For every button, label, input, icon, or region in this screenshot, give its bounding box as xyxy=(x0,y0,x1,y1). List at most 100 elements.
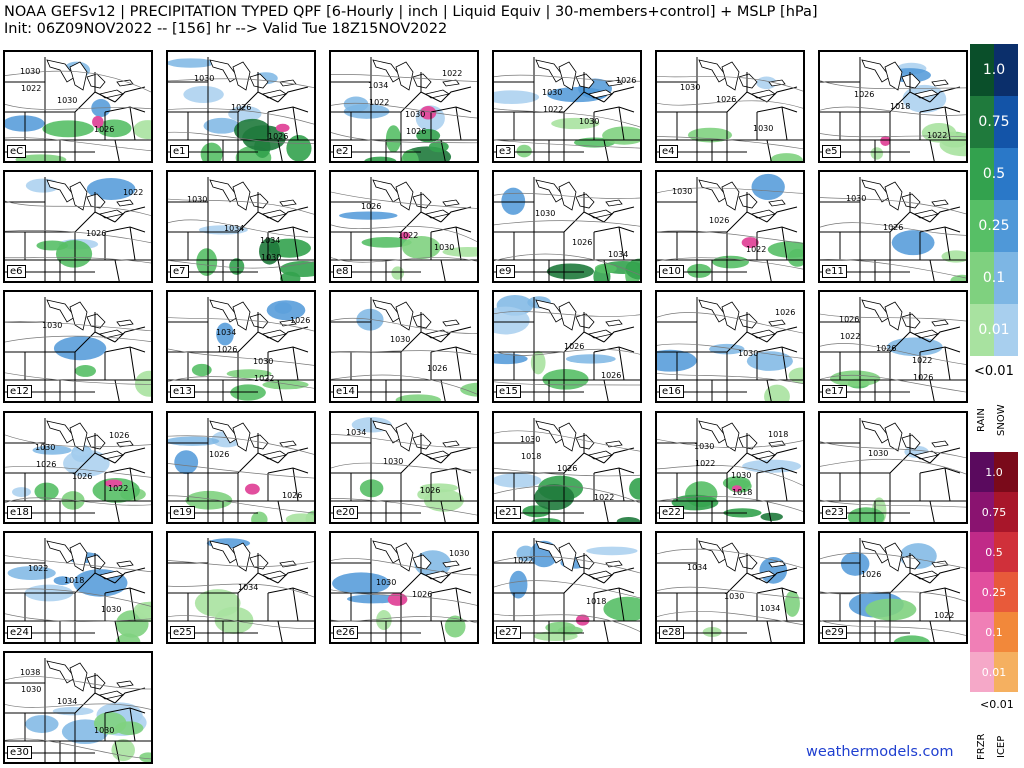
pressure-label: 1030 xyxy=(376,578,396,587)
isobar xyxy=(331,132,477,144)
ensemble-panel-eC[interactable]: 1030 1030 1026 1022 eC xyxy=(3,50,153,163)
ensemble-panel-e28[interactable]: 1034 1034 1030 e28 xyxy=(655,530,805,644)
ensemble-panel-e11[interactable]: 1030 1026 e11 xyxy=(818,170,968,284)
ensemble-panel-e3[interactable]: 1030 1030 1026 1022 e3 xyxy=(492,50,642,163)
ensemble-panel-e1[interactable]: 1030 1026 1026 e1 xyxy=(166,50,316,163)
isobar xyxy=(494,555,640,574)
rain-area xyxy=(200,142,223,161)
credit-link[interactable]: weathermodels.com xyxy=(806,744,954,760)
pressure-label: 1026 xyxy=(427,364,447,373)
rain-area xyxy=(760,512,783,521)
state-border xyxy=(766,620,772,642)
ensemble-panel-e4[interactable]: 1026 1030 1030 e4 xyxy=(655,50,805,163)
rain-area xyxy=(534,483,575,510)
ensemble-panel-e16[interactable]: 1030 1026 e16 xyxy=(655,290,805,404)
ensemble-panel-e12[interactable]: 1030 e12 xyxy=(3,290,153,404)
state-border xyxy=(277,86,309,103)
state-border xyxy=(781,227,788,261)
ensemble-panel-e14[interactable]: 1030 1026 e14 xyxy=(329,290,479,404)
ensemble-panel-e17[interactable]: 1022 1026 1026 1026 1022 e17 xyxy=(818,290,968,404)
ensemble-panel-e9[interactable]: 1034 1030 1026 e9 xyxy=(492,170,642,284)
ensemble-panel-e23[interactable]: 1030 e23 xyxy=(818,410,968,524)
state-border xyxy=(5,537,46,564)
legend-value: 0.01 xyxy=(978,322,1010,338)
snow-area xyxy=(494,90,540,104)
mixed-precip-area xyxy=(92,115,104,129)
isobar xyxy=(331,257,477,263)
ensemble-panel-e21[interactable]: 1030 1026 1022 1018 e21 xyxy=(492,410,642,524)
map-e20: 1034 1030 1026 xyxy=(331,416,477,522)
state-border xyxy=(277,260,283,282)
pressure-label: 1030 xyxy=(449,549,469,558)
isobar xyxy=(820,80,966,90)
ensemble-panel-e29[interactable]: 1022 1026 e29 xyxy=(818,530,968,644)
legend-value: 0.1 xyxy=(982,270,1006,286)
rain-area xyxy=(133,120,151,140)
member-label: e20 xyxy=(333,505,358,519)
member-label: e23 xyxy=(822,505,847,519)
state-border xyxy=(781,347,788,381)
ensemble-panel-e19[interactable]: 1026 1026 e19 xyxy=(166,410,316,524)
rain-area xyxy=(97,119,132,138)
ensemble-panel-e27[interactable]: 1018 1022 e27 xyxy=(492,530,642,644)
state-border xyxy=(929,380,935,402)
state-border xyxy=(603,260,609,282)
isobar xyxy=(657,438,803,448)
map-e6: 1026 1022 xyxy=(5,177,151,282)
ensemble-panel-grid: 1030 1030 1026 1022 eC 1030 1026 1026 e1 1034 1030… xyxy=(3,50,968,764)
ensemble-panel-e7[interactable]: 1034 1030 1034 1030 e7 xyxy=(166,170,316,284)
rain-area xyxy=(376,609,392,630)
pressure-label: 1026 xyxy=(217,345,237,354)
ensemble-panel-e26[interactable]: 1026 1030 1030 e26 xyxy=(329,530,479,644)
snow-area xyxy=(891,230,935,256)
isobar xyxy=(168,219,314,238)
ensemble-panel-e13[interactable]: 1034 1030 1026 1026 1022 e13 xyxy=(166,290,316,404)
rain-area xyxy=(764,384,790,402)
isobar xyxy=(657,136,803,150)
state-border xyxy=(657,57,698,83)
snow-area xyxy=(32,445,72,455)
ensemble-panel-e20[interactable]: 1034 1030 1026 e20 xyxy=(329,410,479,524)
rain-area xyxy=(545,621,576,634)
snow-area xyxy=(494,472,542,488)
state-border xyxy=(129,347,136,381)
pressure-label: 1022 xyxy=(746,245,766,254)
ensemble-panel-e24[interactable]: 1018 1030 1022 e24 xyxy=(3,530,153,644)
ensemble-panel-e30[interactable]: 1038 1034 1030 1030 e30 xyxy=(3,651,153,764)
state-border xyxy=(129,106,136,141)
ensemble-panel-e25[interactable]: 1034 e25 xyxy=(166,530,316,644)
state-border xyxy=(657,417,698,444)
ensemble-panel-e15[interactable]: 1026 1026 e15 xyxy=(492,290,642,404)
state-border xyxy=(766,500,772,522)
ensemble-panel-e5[interactable]: 1018 1022 1026 e5 xyxy=(818,50,968,163)
pressure-label: 1022 xyxy=(369,98,389,107)
state-border xyxy=(820,417,861,444)
state-border xyxy=(657,297,698,323)
snow-area xyxy=(746,351,793,372)
ensemble-panel-e8[interactable]: 1030 1026 1022 e8 xyxy=(329,170,479,284)
state-border xyxy=(104,467,146,474)
isobar xyxy=(168,108,314,125)
lake-outline xyxy=(721,301,740,332)
pressure-label: 1034 xyxy=(224,224,244,233)
isobar xyxy=(494,349,640,357)
map-e21: 1030 1026 1022 1018 xyxy=(494,417,640,522)
ensemble-panel-e2[interactable]: 1034 1030 1022 1022 1026 e2 xyxy=(329,50,479,163)
isobar xyxy=(5,230,151,244)
legend-value: 1.0 xyxy=(985,465,1003,479)
ensemble-panel-e18[interactable]: 1022 1030 1026 1026 1026 e18 xyxy=(3,410,153,524)
pressure-label: 1030 xyxy=(579,117,599,126)
state-border xyxy=(944,106,951,141)
pressure-label: 1026 xyxy=(839,315,859,324)
lake-outline xyxy=(69,181,88,211)
ensemble-panel-e22[interactable]: 1030 1030 1018 1022 1018 e22 xyxy=(655,410,805,524)
ensemble-panel-e6[interactable]: 1026 1022 e6 xyxy=(3,170,153,284)
pressure-label: 1026 xyxy=(883,223,903,232)
isobar xyxy=(331,350,477,356)
pressure-label: 1030 xyxy=(42,321,62,330)
rain-area xyxy=(361,237,412,248)
ensemble-panel-e10[interactable]: 1030 1026 1022 e10 xyxy=(655,170,805,284)
state-border xyxy=(657,537,698,564)
rain-area xyxy=(279,261,314,278)
rain-area xyxy=(385,125,402,153)
